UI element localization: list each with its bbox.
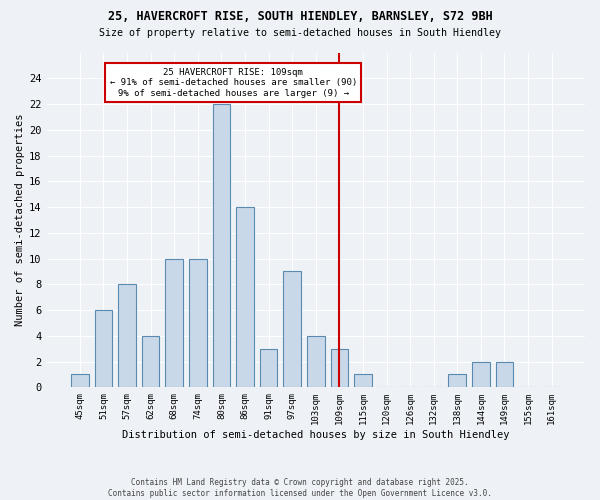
Bar xyxy=(472,362,490,388)
Y-axis label: Number of semi-detached properties: Number of semi-detached properties xyxy=(15,114,25,326)
Bar xyxy=(212,104,230,388)
Bar xyxy=(354,374,372,388)
Bar xyxy=(331,348,348,388)
Text: Size of property relative to semi-detached houses in South Hiendley: Size of property relative to semi-detach… xyxy=(99,28,501,38)
Text: 25 HAVERCROFT RISE: 109sqm
← 91% of semi-detached houses are smaller (90)
9% of : 25 HAVERCROFT RISE: 109sqm ← 91% of semi… xyxy=(110,68,357,98)
Bar xyxy=(142,336,160,388)
Text: 25, HAVERCROFT RISE, SOUTH HIENDLEY, BARNSLEY, S72 9BH: 25, HAVERCROFT RISE, SOUTH HIENDLEY, BAR… xyxy=(107,10,493,23)
Bar xyxy=(307,336,325,388)
Bar xyxy=(496,362,514,388)
Bar xyxy=(71,374,89,388)
Bar xyxy=(283,272,301,388)
Bar xyxy=(118,284,136,388)
Bar xyxy=(448,374,466,388)
Bar xyxy=(236,207,254,388)
Bar xyxy=(260,348,277,388)
Bar xyxy=(166,258,183,388)
X-axis label: Distribution of semi-detached houses by size in South Hiendley: Distribution of semi-detached houses by … xyxy=(122,430,509,440)
Text: Contains HM Land Registry data © Crown copyright and database right 2025.
Contai: Contains HM Land Registry data © Crown c… xyxy=(108,478,492,498)
Bar xyxy=(95,310,112,388)
Bar xyxy=(189,258,206,388)
